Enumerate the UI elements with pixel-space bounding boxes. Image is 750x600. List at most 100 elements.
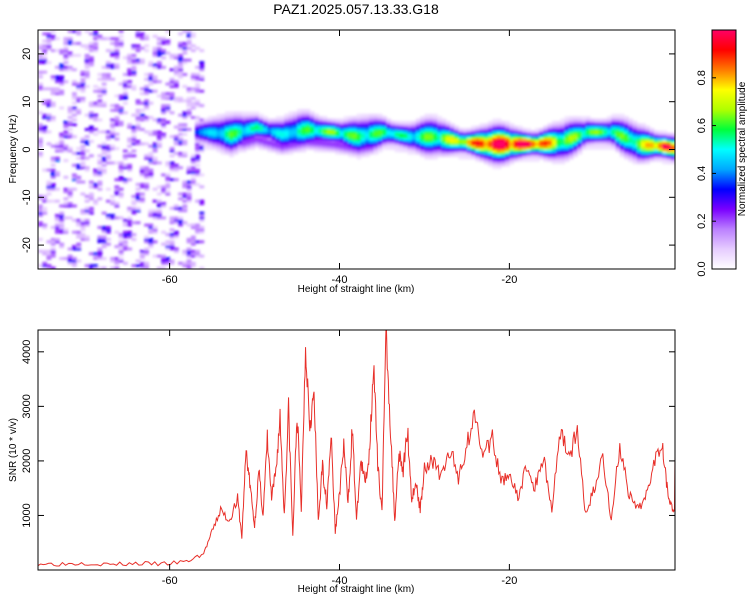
heatmap-cell — [534, 139, 540, 143]
heatmap-cell — [547, 125, 553, 129]
heatmap-cell — [59, 77, 65, 81]
heatmap-cell — [415, 132, 421, 136]
heatmap-cell — [492, 135, 498, 139]
heatmap-cell — [46, 39, 52, 43]
heatmap-cell — [288, 125, 294, 129]
heatmap-cell — [38, 237, 43, 241]
heatmap-cell — [458, 127, 464, 131]
heatmap-cell — [551, 149, 557, 153]
heatmap-cell — [632, 139, 638, 143]
heatmap-cell — [263, 116, 268, 120]
heatmap-cell — [148, 156, 154, 160]
heatmap-cell — [135, 49, 141, 53]
heatmap-cell — [615, 130, 621, 134]
heatmap-cell — [118, 247, 124, 251]
heatmap-cell — [564, 142, 570, 146]
heatmap-cell — [543, 142, 549, 146]
heatmap-cell — [182, 199, 188, 203]
heatmap-cell — [93, 118, 99, 122]
heatmap-cell — [76, 96, 82, 100]
heatmap-cell — [178, 65, 183, 69]
heatmap-cell — [258, 123, 264, 127]
heatmap-cell — [496, 159, 502, 163]
heatmap-cell — [322, 144, 328, 148]
heatmap-cell — [250, 111, 256, 115]
heatmap-cell — [445, 127, 451, 131]
heatmap-cell — [343, 142, 349, 146]
heatmap-cell — [59, 228, 65, 232]
heatmap-cell — [161, 123, 166, 127]
heatmap-cell — [356, 116, 362, 120]
heatmap-cell — [462, 147, 468, 151]
heatmap-cell — [254, 116, 260, 120]
heatmap-cell — [641, 147, 646, 151]
heatmap-cell — [560, 127, 566, 131]
heatmap-cell — [318, 120, 324, 124]
heatmap-cell — [161, 65, 166, 69]
heatmap-cell — [258, 130, 264, 134]
heatmap-cell — [526, 156, 532, 160]
heatmap-cell — [420, 118, 426, 122]
heatmap-cell — [577, 120, 583, 124]
heatmap-cell — [84, 194, 90, 198]
heatmap-cell — [122, 261, 128, 265]
heatmap-cell — [632, 127, 638, 131]
heatmap-cell — [110, 77, 116, 81]
heatmap-cell — [577, 116, 583, 120]
heatmap-cell — [539, 127, 544, 131]
heatmap-cell — [288, 123, 294, 127]
heatmap-cell — [156, 199, 162, 203]
heatmap-cell — [284, 149, 290, 153]
heatmap-cell — [628, 125, 634, 129]
colorbar-tick-label: 0.2 — [696, 214, 708, 229]
heatmap-cell — [131, 113, 137, 117]
heatmap-cell — [390, 125, 396, 129]
heatmap-cell — [101, 230, 107, 234]
snr-x-tick-label: -20 — [501, 575, 517, 587]
heatmap-cell — [356, 132, 362, 136]
heatmap-cell — [275, 132, 281, 136]
heatmap-cell — [271, 130, 277, 134]
heatmap-cell — [139, 34, 145, 38]
heatmap-cell — [636, 127, 642, 131]
heatmap-cell — [454, 132, 460, 136]
heatmap-cell — [76, 87, 82, 91]
heatmap-cell — [93, 257, 99, 261]
heatmap-cell — [471, 156, 477, 160]
heatmap-cell — [318, 135, 324, 139]
heatmap-cell — [156, 63, 162, 67]
heatmap-cell — [564, 116, 570, 120]
heatmap-cell — [513, 137, 519, 141]
heatmap-cell — [611, 135, 617, 139]
heatmap-cell — [80, 147, 86, 151]
heatmap-cell — [619, 144, 625, 148]
heatmap-cell — [127, 53, 133, 57]
heatmap-cell — [237, 123, 243, 127]
heatmap-cell — [63, 68, 69, 72]
heatmap-cell — [309, 118, 315, 122]
heatmap-cell — [280, 123, 285, 127]
heatmap-cell — [445, 120, 451, 124]
heatmap-cell — [105, 137, 111, 141]
heatmap-cell — [38, 130, 43, 134]
heatmap-cell — [71, 175, 77, 179]
heatmap-cell — [110, 108, 116, 112]
snr-y-tick-label: 2000 — [21, 449, 33, 473]
heatmap-cell — [403, 132, 409, 136]
heatmap-cell — [152, 211, 158, 215]
heatmap-cell — [284, 120, 290, 124]
heatmap-cell — [628, 139, 634, 143]
heatmap-cell — [670, 139, 675, 143]
heatmap-cell — [658, 144, 663, 148]
heatmap-cell — [199, 266, 205, 269]
heatmap-cell — [369, 125, 375, 129]
heatmap-cell — [636, 123, 642, 127]
heatmap-cell — [522, 135, 527, 139]
heatmap-cell — [602, 142, 608, 146]
heatmap-cell — [144, 44, 150, 48]
heatmap-cell — [314, 142, 319, 146]
heatmap-cell — [80, 82, 86, 86]
heatmap-cell — [539, 144, 544, 148]
heatmap-cell — [560, 142, 566, 146]
heatmap-cell — [105, 214, 111, 218]
